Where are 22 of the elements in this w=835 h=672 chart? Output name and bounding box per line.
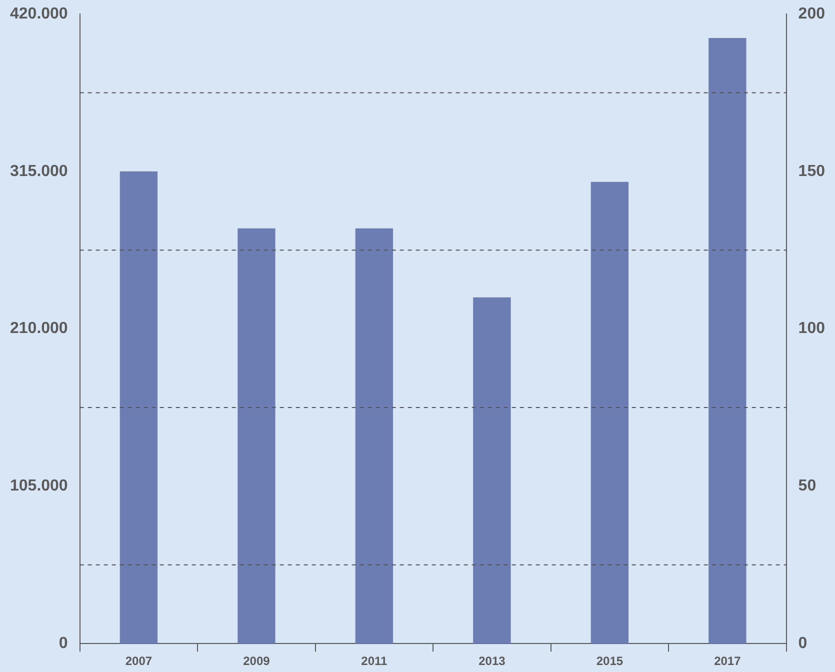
y-tick-label: 315.000 <box>10 162 68 180</box>
bar <box>238 228 276 644</box>
y-tick-label: 210.000 <box>10 320 68 338</box>
bar <box>355 228 394 644</box>
x-tick-label: 2017 <box>714 654 742 668</box>
y2-tick-label: 100 <box>798 320 826 338</box>
bar <box>473 297 511 644</box>
y-tick-label: 0 <box>58 635 68 652</box>
y2-tick-label: 0 <box>798 635 808 652</box>
x-tick-label: 2015 <box>596 654 624 668</box>
x-tick-label: 2009 <box>243 654 270 668</box>
x-tick-label: 2007 <box>125 654 152 668</box>
bar <box>708 38 746 644</box>
y-tick-label: 420.000 <box>10 5 68 22</box>
x-tick-label: 2013 <box>478 654 506 668</box>
y2-tick-label: 150 <box>798 162 826 180</box>
y2-tick-label: 200 <box>798 5 826 22</box>
bar <box>590 182 629 644</box>
bar <box>120 171 158 644</box>
y-tick-label: 105.000 <box>10 478 68 495</box>
x-tick-label: 2011 <box>361 654 388 668</box>
y2-tick-label: 50 <box>798 478 816 495</box>
